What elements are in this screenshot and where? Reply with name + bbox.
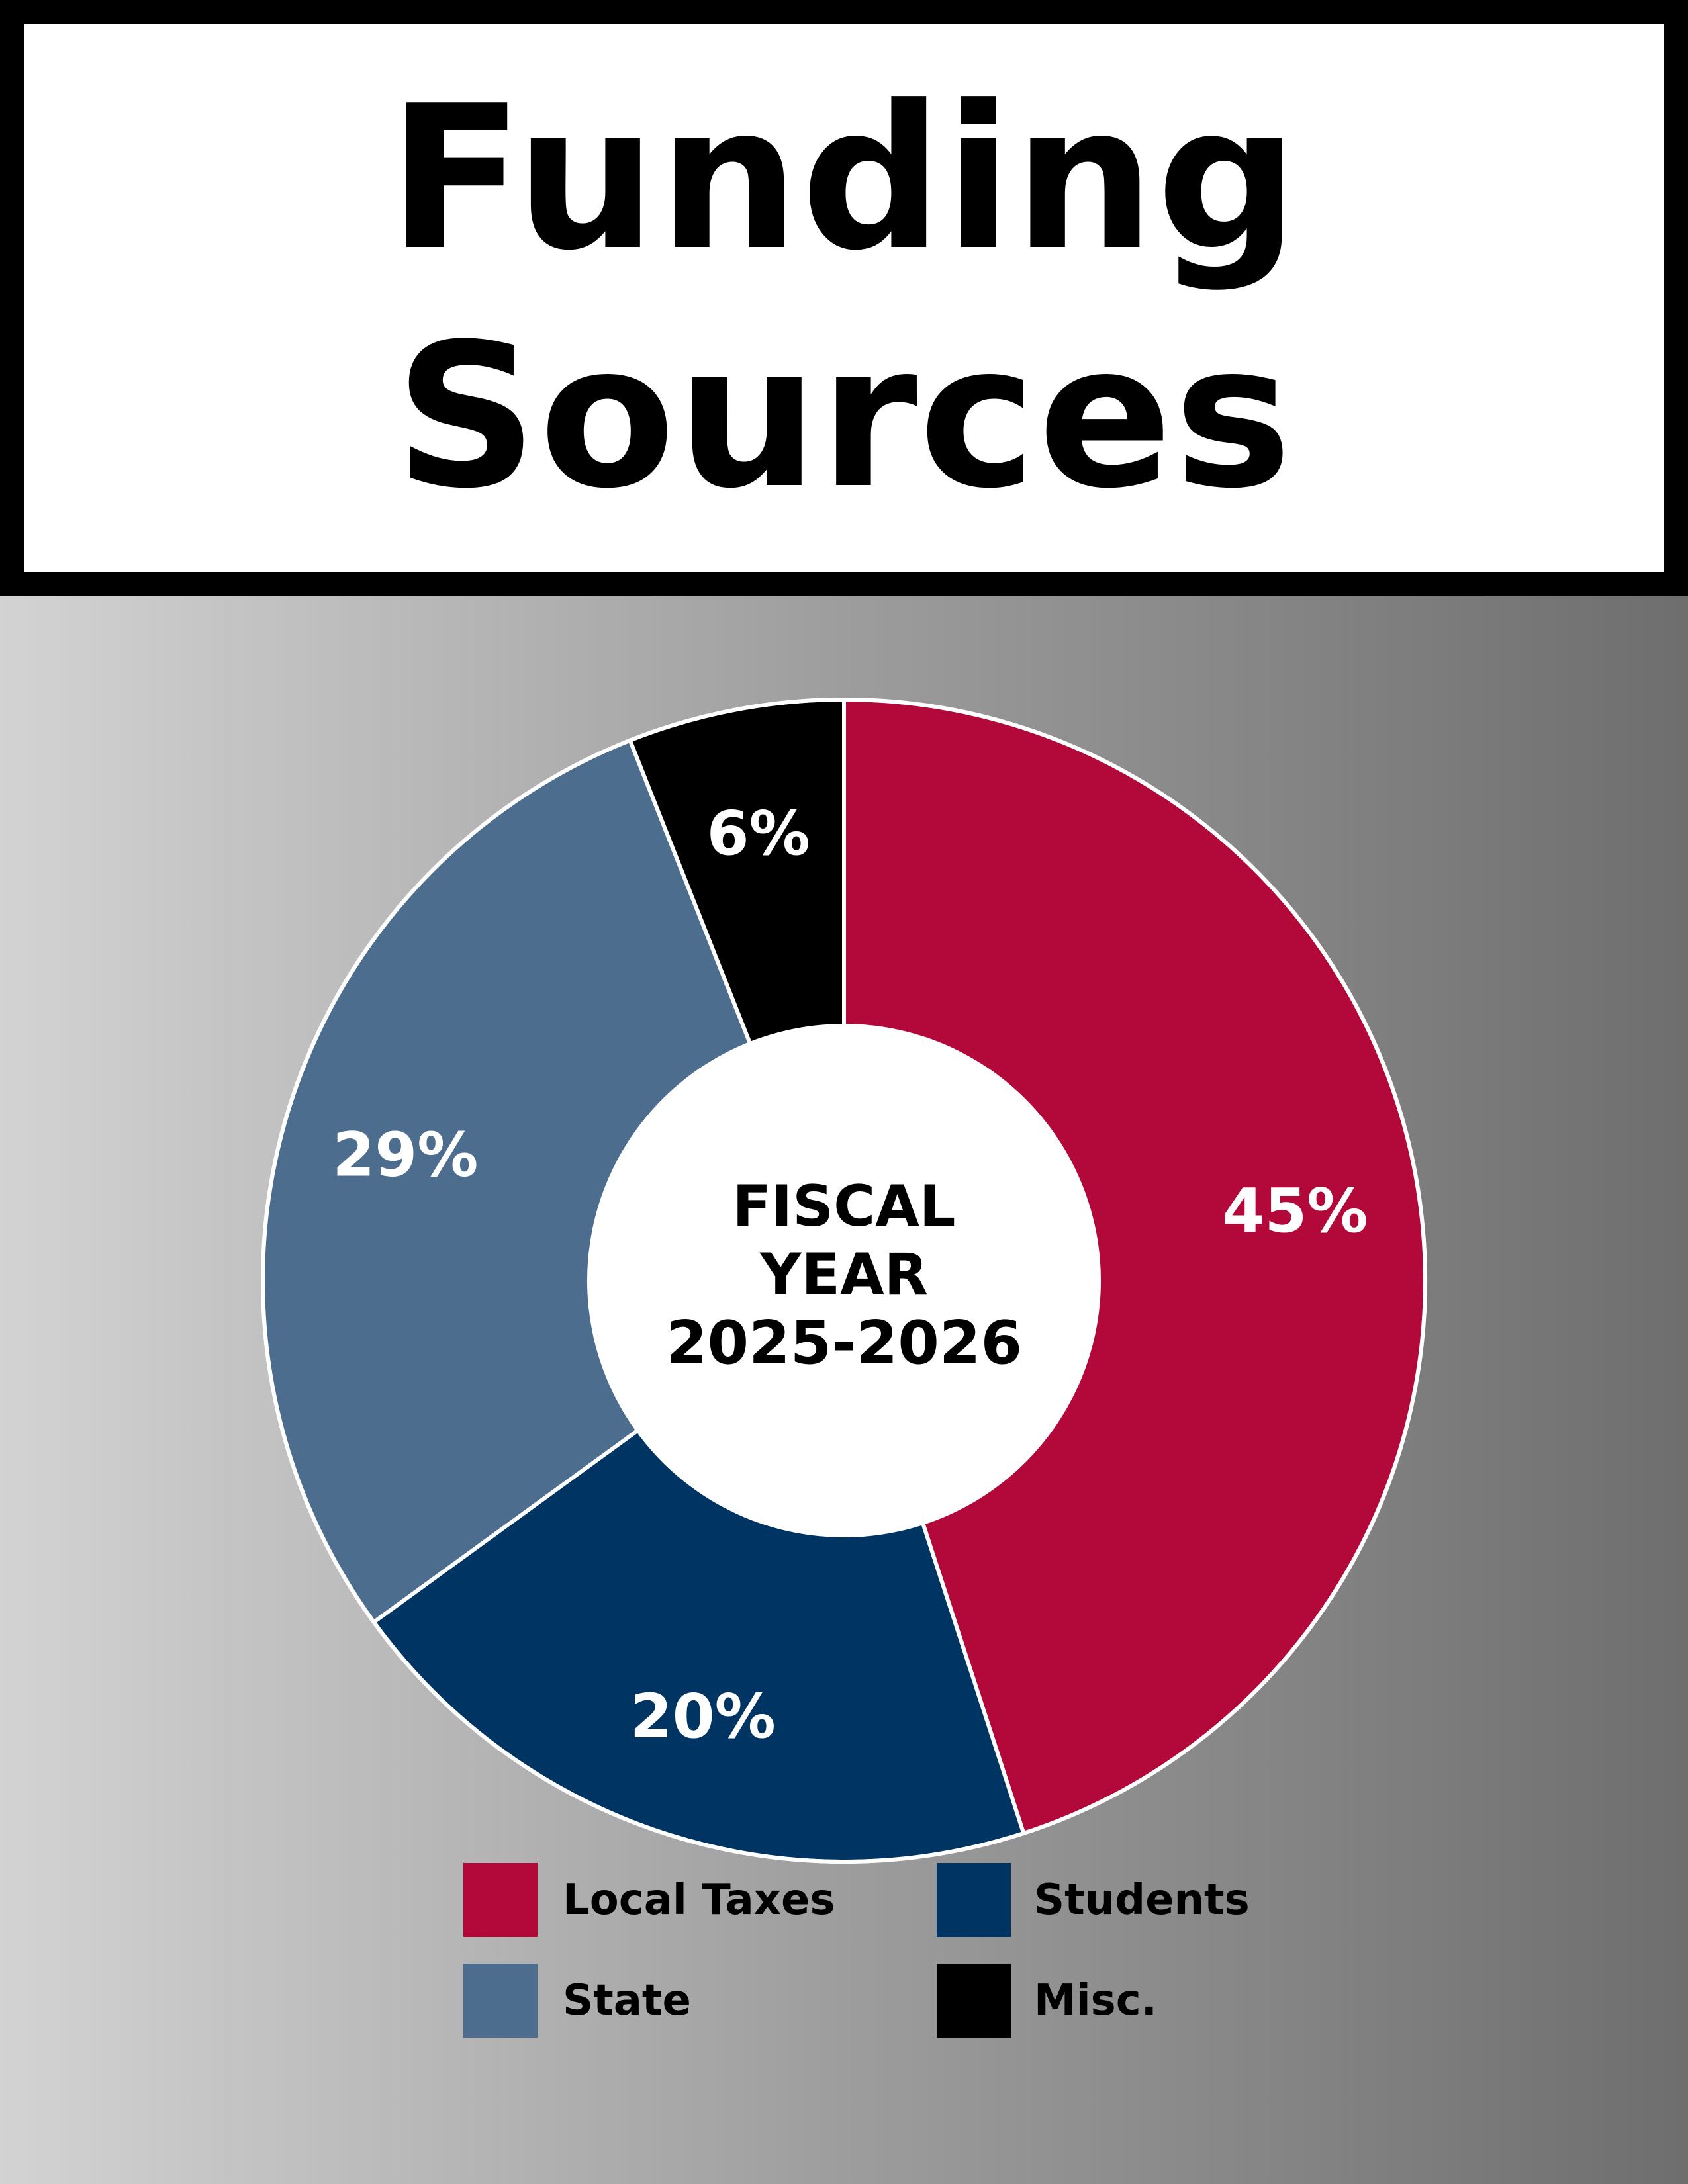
title-band: Funding Sources — [0, 0, 1688, 596]
donut-chart: 45% 20% 29% 6% FISCAL YEAR 2025-2026 — [261, 698, 1428, 1864]
center-label-fiscal: FISCAL — [732, 1173, 955, 1240]
legend-label-local-taxes: Local Taxes — [563, 1876, 835, 1925]
slice-label-state: 29% — [332, 1119, 478, 1190]
center-label-range: 2025-2026 — [666, 1308, 1022, 1378]
legend-label-state: State — [563, 1976, 691, 2025]
legend-swatch-misc — [937, 1964, 1011, 2038]
chart-panel: 45% 20% 29% 6% FISCAL YEAR 2025-2026 Local … — [0, 596, 1688, 2184]
title-line-2: Sources — [395, 301, 1293, 532]
slice-label-students: 20% — [630, 1681, 776, 1752]
title-box: Funding Sources — [24, 24, 1664, 572]
legend-label-students: Students — [1034, 1876, 1250, 1925]
title-line-1: Funding — [388, 63, 1300, 294]
slice-labels-group: 45% 20% 29% 6% — [332, 798, 1368, 1752]
legend-label-misc: Misc. — [1034, 1976, 1157, 2025]
donut-hole — [587, 1024, 1101, 1537]
legend-swatch-local-taxes — [463, 1863, 538, 1937]
legend-swatch-state — [463, 1964, 538, 2038]
center-label-year: YEAR — [759, 1242, 928, 1308]
donut-outline — [261, 698, 1427, 1864]
legend-swatch-students — [937, 1863, 1011, 1937]
slice-label-local-taxes: 45% — [1222, 1175, 1368, 1246]
slice-label-misc: 6% — [707, 798, 810, 869]
